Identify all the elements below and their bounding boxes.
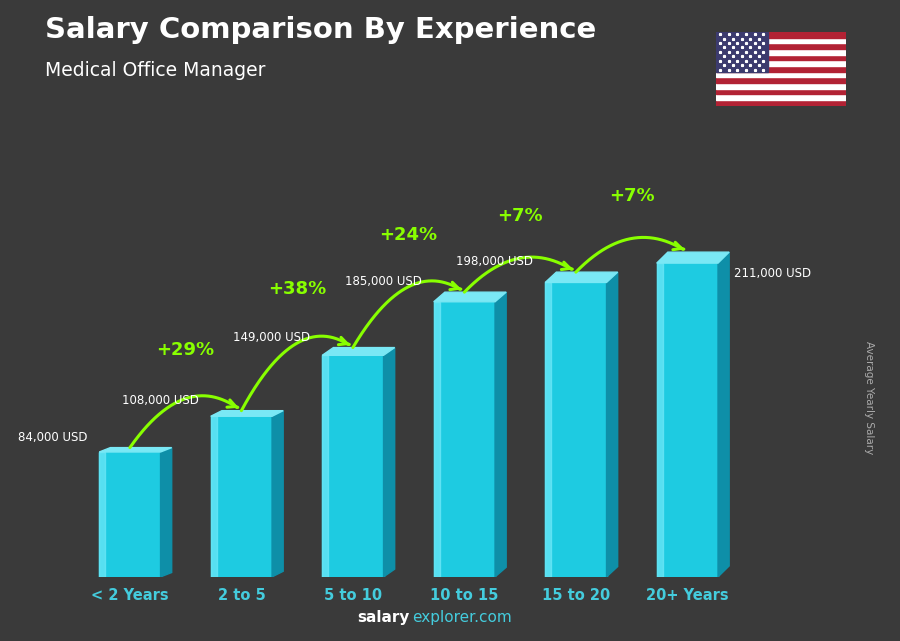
Bar <box>716 38 846 44</box>
Bar <box>657 263 662 577</box>
Bar <box>657 263 718 577</box>
Text: +29%: +29% <box>157 340 215 359</box>
Polygon shape <box>160 447 172 577</box>
Text: explorer.com: explorer.com <box>412 610 512 625</box>
Polygon shape <box>99 447 172 452</box>
Text: 108,000 USD: 108,000 USD <box>122 394 199 407</box>
Bar <box>99 452 160 577</box>
Bar <box>716 44 846 49</box>
Bar <box>716 49 846 54</box>
Text: 198,000 USD: 198,000 USD <box>456 255 534 269</box>
Bar <box>211 416 217 577</box>
Text: +38%: +38% <box>268 279 327 297</box>
Text: Medical Office Manager: Medical Office Manager <box>45 61 266 80</box>
Polygon shape <box>495 292 506 577</box>
Polygon shape <box>322 347 395 355</box>
Bar <box>716 72 846 78</box>
Bar <box>322 355 383 577</box>
Bar <box>434 302 495 577</box>
Bar <box>716 83 846 88</box>
Polygon shape <box>607 272 617 577</box>
Text: +7%: +7% <box>498 207 543 225</box>
Bar <box>322 355 328 577</box>
Text: +7%: +7% <box>608 187 654 206</box>
Text: Average Yearly Salary: Average Yearly Salary <box>863 341 874 454</box>
Bar <box>434 302 440 577</box>
Bar <box>545 283 607 577</box>
Bar <box>716 32 846 38</box>
Bar <box>716 88 846 94</box>
Bar <box>716 60 846 66</box>
Text: 84,000 USD: 84,000 USD <box>18 431 87 444</box>
Polygon shape <box>272 411 284 577</box>
Bar <box>211 416 272 577</box>
Bar <box>716 94 846 100</box>
Text: Salary Comparison By Experience: Salary Comparison By Experience <box>45 16 596 44</box>
Text: 211,000 USD: 211,000 USD <box>734 267 811 280</box>
Polygon shape <box>434 292 506 302</box>
Bar <box>716 78 846 83</box>
Polygon shape <box>545 272 617 283</box>
Bar <box>545 283 552 577</box>
Text: 185,000 USD: 185,000 USD <box>345 276 422 288</box>
Polygon shape <box>211 411 284 416</box>
Bar <box>716 32 768 72</box>
Bar <box>716 66 846 72</box>
Text: salary: salary <box>357 610 410 625</box>
Bar <box>716 100 846 106</box>
Bar <box>99 452 105 577</box>
Polygon shape <box>657 252 729 263</box>
Polygon shape <box>718 252 729 577</box>
Bar <box>716 54 846 60</box>
Text: +24%: +24% <box>380 226 437 244</box>
Text: 149,000 USD: 149,000 USD <box>233 331 310 344</box>
Polygon shape <box>383 347 395 577</box>
